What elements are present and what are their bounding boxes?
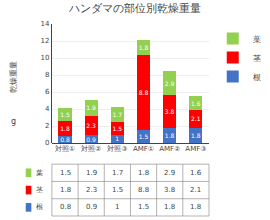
svg-text:0.9: 0.9	[86, 203, 97, 211]
svg-text:6: 6	[45, 88, 50, 96]
svg-text:1.9: 1.9	[86, 169, 97, 177]
svg-text:1.8: 1.8	[138, 169, 149, 177]
svg-text:対照②: 対照②	[81, 145, 101, 153]
svg-text:1.7: 1.7	[113, 111, 123, 118]
svg-text:10: 10	[41, 54, 50, 62]
svg-text:2.3: 2.3	[86, 122, 96, 129]
svg-text:葉: 葉	[36, 169, 43, 177]
svg-text:1.6: 1.6	[191, 100, 201, 107]
svg-text:1.8: 1.8	[191, 132, 201, 139]
svg-text:4: 4	[45, 105, 50, 113]
svg-text:1.6: 1.6	[190, 169, 202, 177]
svg-text:8: 8	[45, 71, 49, 79]
svg-text:8.8: 8.8	[138, 186, 149, 194]
svg-text:乾燥重量: 乾燥重量	[9, 61, 18, 93]
svg-text:1.5: 1.5	[60, 169, 71, 177]
svg-text:1.5: 1.5	[113, 125, 123, 132]
svg-text:対照①: 対照①	[55, 145, 75, 153]
svg-text:対照③: 対照③	[107, 145, 127, 153]
svg-text:1.8: 1.8	[60, 125, 70, 132]
svg-text:茎: 茎	[36, 186, 43, 194]
svg-text:葉: 葉	[253, 35, 261, 44]
svg-text:AMF③: AMF③	[185, 145, 206, 153]
svg-text:0: 0	[45, 139, 49, 147]
svg-text:0.8: 0.8	[60, 136, 70, 143]
svg-text:1: 1	[115, 203, 119, 211]
svg-text:2.9: 2.9	[164, 169, 175, 177]
svg-text:1.8: 1.8	[139, 44, 149, 51]
svg-text:2.1: 2.1	[191, 115, 201, 122]
svg-text:1.9: 1.9	[86, 104, 96, 111]
svg-text:3.8: 3.8	[165, 108, 175, 115]
svg-text:14: 14	[41, 20, 50, 28]
svg-text:1.8: 1.8	[165, 132, 175, 139]
svg-text:茎: 茎	[253, 54, 261, 63]
svg-text:0.8: 0.8	[60, 203, 71, 211]
svg-text:AMF②: AMF②	[159, 145, 180, 153]
svg-text:g: g	[11, 117, 16, 126]
svg-text:2.9: 2.9	[165, 80, 175, 87]
svg-text:1.5: 1.5	[112, 186, 123, 194]
svg-text:根: 根	[253, 73, 261, 82]
svg-text:1.5: 1.5	[60, 111, 70, 118]
svg-text:12: 12	[41, 37, 50, 45]
svg-text:1.5: 1.5	[138, 203, 149, 211]
svg-text:AMF①: AMF①	[133, 145, 154, 153]
svg-text:1.8: 1.8	[60, 186, 71, 194]
svg-text:1.7: 1.7	[112, 169, 123, 177]
svg-text:ハンダマの部位別乾燥重量: ハンダマの部位別乾燥重量	[68, 2, 201, 15]
svg-text:8.8: 8.8	[139, 89, 149, 96]
svg-text:0.9: 0.9	[86, 136, 96, 143]
svg-text:根: 根	[36, 203, 43, 211]
svg-text:1.5: 1.5	[139, 133, 149, 140]
svg-text:2.3: 2.3	[86, 186, 97, 194]
svg-text:3.8: 3.8	[164, 186, 175, 194]
svg-text:2.1: 2.1	[190, 186, 201, 194]
svg-text:1.8: 1.8	[190, 203, 201, 211]
svg-text:2: 2	[45, 122, 49, 130]
svg-text:1.8: 1.8	[164, 203, 175, 211]
svg-text:1: 1	[115, 135, 119, 142]
